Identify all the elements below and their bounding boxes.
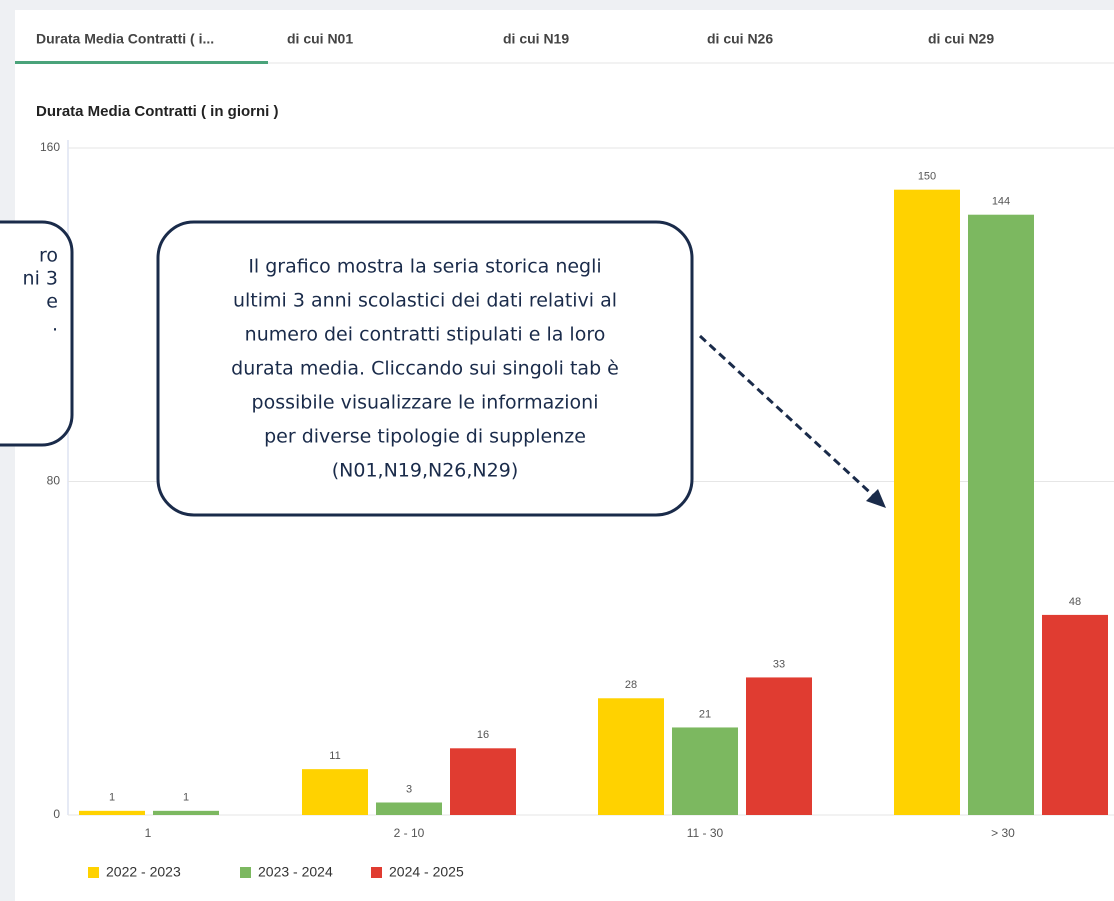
value-label: 21 [699,708,711,720]
tab[interactable]: di cui N01 [287,31,353,47]
left-strip [0,10,15,901]
tab[interactable]: di cui N26 [707,31,773,47]
y-tick-label: 160 [40,140,60,154]
callout-line: (N01,N19,N26,N29) [332,460,519,482]
value-label: 150 [918,171,936,183]
value-label: 1 [109,792,115,804]
tab[interactable]: Durata Media Contratti ( i... [36,31,214,47]
legend-label[interactable]: 2022 - 2023 [106,864,181,880]
bar [450,748,516,815]
bar [376,802,442,815]
value-label: 16 [477,729,489,741]
value-label: 48 [1069,596,1081,608]
x-tick-label: 2 - 10 [394,826,425,840]
bar [302,769,368,815]
callout-box [156,220,694,517]
bar [746,677,812,815]
legend-swatch[interactable] [371,867,382,878]
chart-title: Durata Media Contratti ( in giorni ) [36,103,279,120]
value-label: 33 [773,658,785,670]
value-label: 1 [183,792,189,804]
value-label: 3 [406,783,412,795]
x-tick-label: 1 [145,826,152,840]
callout-box [0,220,74,447]
x-tick-label: > 30 [991,826,1015,840]
legend-label[interactable]: 2024 - 2025 [389,864,464,880]
legend-label[interactable]: 2023 - 2024 [258,864,333,880]
bar [1042,614,1108,815]
bar [153,810,219,815]
callout-line: Il grafico mostra la seria storica negli [248,256,601,278]
bar [968,214,1034,815]
callout-line: ni 3 [23,268,58,290]
legend-swatch[interactable] [88,867,99,878]
callout-line: per diverse tipologie di supplenze [264,426,586,448]
value-label: 144 [992,196,1010,208]
callout-line: possibile visualizzare le informazioni [252,392,599,414]
tab[interactable]: di cui N29 [928,31,994,47]
y-tick-label: 0 [53,807,60,821]
callout-line: . [52,314,58,336]
y-tick-label: 80 [47,474,61,488]
active-tab-underline [15,61,268,64]
value-label: 28 [625,679,637,691]
x-tick-label: 11 - 30 [687,826,724,840]
arrow-head [866,489,886,508]
bar [598,698,664,815]
callout-line: durata media. Cliccando sui singoli tab … [231,358,619,380]
bar [672,727,738,815]
callout-line: e [46,291,58,313]
bar [79,810,145,815]
callout-line: ultimi 3 anni scolastici dei dati relati… [233,290,617,312]
value-label: 11 [329,750,340,762]
legend-swatch[interactable] [240,867,251,878]
bar [894,189,960,815]
callout-line: ro [39,245,58,267]
tab[interactable]: di cui N19 [503,31,569,47]
callout-line: numero dei contratti stipulati e la loro [245,324,606,346]
arrow-line [698,334,878,500]
